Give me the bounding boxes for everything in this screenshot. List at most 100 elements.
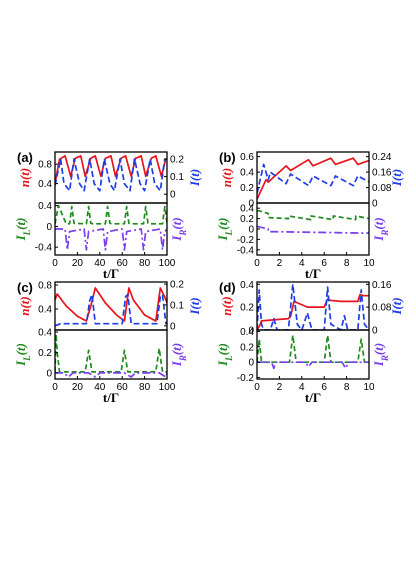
y-tick-label: 0 [248, 225, 254, 236]
y-tick-label: 0.08 [372, 303, 392, 314]
x-tick-label: 10 [363, 382, 375, 393]
series-ir-line [257, 361, 369, 370]
y-axis-label-ir: IR(t) [169, 343, 188, 367]
x-tick-label: 0 [254, 258, 260, 269]
series-i-line [55, 158, 166, 192]
y-axis-label-i: I(t) [389, 297, 404, 315]
y-tick-label: 0 [46, 368, 52, 379]
x-tick-label: 60 [117, 258, 129, 269]
panel-label: (d) [219, 280, 236, 295]
y-tick-label: 0.2 [240, 342, 254, 353]
series-il-line [55, 204, 167, 225]
x-tick-label: 20 [72, 382, 84, 393]
y-tick-label: 0 [248, 358, 254, 369]
x-tick-label: 100 [159, 382, 176, 393]
y-tick-label: 0 [372, 199, 378, 210]
x-tick-label: 4 [299, 382, 305, 393]
y-axis-label-il: IL(t) [215, 218, 234, 242]
x-tick-label: 0 [52, 382, 58, 393]
y-tick-label: 0 [248, 326, 254, 337]
series-n-line [257, 157, 369, 200]
panel-label: (b) [219, 150, 236, 165]
y-axis-label-i: I(t) [389, 169, 404, 187]
x-tick-label: 2 [277, 258, 283, 269]
x-tick-label: 8 [344, 258, 350, 269]
y-tick-label: 0.1 [170, 300, 184, 311]
y-tick-label: 0.2 [240, 183, 254, 194]
y-tick-label: 0.2 [38, 348, 52, 359]
y-tick-label: 0.2 [170, 280, 184, 291]
y-tick-label: 0.16 [372, 280, 392, 291]
y-axis-label-ir: IR(t) [371, 217, 390, 241]
series-il-line [257, 334, 369, 364]
series-n-line [257, 293, 369, 330]
x-tick-label: 60 [117, 382, 129, 393]
panel-a: 0.8 0.4 0.2 0.1 0 0.4 0 -0.4 0 20 40 60 80 100 t/Γ (a) n… [13, 150, 202, 281]
bottom-plot-frame [256, 329, 370, 380]
x-tick-label: 40 [94, 382, 106, 393]
x-axis-label: t/Γ [305, 266, 321, 281]
x-tick-label: 100 [159, 258, 176, 269]
y-tick-label: 0.8 [38, 281, 52, 292]
x-tick-label: 6 [321, 258, 327, 269]
y-tick-label: 0.8 [38, 160, 52, 171]
bottom-plot-frame [54, 202, 168, 256]
x-tick-label: 4 [299, 258, 305, 269]
y-tick-label: 0.2 [240, 214, 254, 225]
panel-label: (a) [17, 150, 33, 165]
x-tick-label: 8 [344, 382, 350, 393]
series-ir-line [257, 225, 369, 235]
y-tick-label: 0.4 [38, 328, 52, 339]
y-tick-label: 0.24 [372, 152, 392, 163]
y-axis-label-ir: IR(t) [169, 217, 188, 241]
y-tick-label: 0.4 [38, 179, 52, 190]
y-tick-label: 0.4 [240, 280, 254, 291]
y-tick-label: 0 [372, 326, 378, 337]
top-plot-frame [256, 281, 370, 331]
x-tick-label: 6 [321, 382, 327, 393]
y-tick-label: 0.2 [170, 155, 184, 166]
y-tick-label: 0.16 [372, 168, 392, 179]
y-axis-label-ir: IR(t) [371, 343, 390, 367]
y-tick-label: -0.2 [237, 373, 255, 384]
y-tick-label: 0.4 [240, 204, 254, 215]
y-axis-label-n: n(t) [17, 168, 32, 188]
y-tick-label: -0.4 [237, 245, 255, 256]
x-tick-label: 20 [72, 258, 84, 269]
y-tick-label: 0.6 [240, 152, 254, 163]
series-ir-line [55, 228, 167, 251]
y-tick-label: 0 [170, 321, 176, 332]
series-i-line [55, 293, 167, 327]
y-tick-label: -0.4 [35, 243, 53, 254]
x-axis-label: t/Γ [103, 266, 119, 281]
x-axis-label: t/Γ [305, 390, 321, 405]
y-tick-label: 0.1 [170, 172, 184, 183]
y-axis-label-il: IL(t) [215, 343, 234, 367]
series-n-line [55, 287, 167, 322]
y-tick-label: -0.2 [237, 235, 255, 246]
bottom-plot-frame [256, 202, 370, 256]
y-tick-label: 0 [170, 190, 176, 201]
y-axis-label-n: n(t) [219, 296, 234, 316]
x-tick-label: 80 [139, 382, 151, 393]
y-axis-label-n: n(t) [219, 168, 234, 188]
x-tick-label: 40 [94, 258, 106, 269]
x-tick-label: 0 [254, 382, 260, 393]
series-ir-line [55, 372, 167, 378]
series-il-line [55, 333, 167, 373]
y-axis-label-il: IL(t) [13, 218, 32, 242]
y-tick-label: 0.2 [240, 303, 254, 314]
x-tick-label: 10 [363, 258, 375, 269]
y-axis-label-i: I(t) [187, 169, 202, 187]
panel-c: 0.80.40.20.100.40.200 20 40 60 80 100t/Γ(c)n(… [13, 280, 202, 405]
x-tick-label: 80 [139, 258, 151, 269]
top-plot-frame [54, 281, 168, 331]
y-tick-label: 0.4 [38, 305, 52, 316]
y-tick-label: 0.4 [240, 168, 254, 179]
y-axis-label-i: I(t) [187, 297, 202, 315]
x-tick-label: 0 [52, 258, 58, 269]
series-i-line [257, 163, 369, 194]
panel-label: (c) [17, 280, 33, 295]
